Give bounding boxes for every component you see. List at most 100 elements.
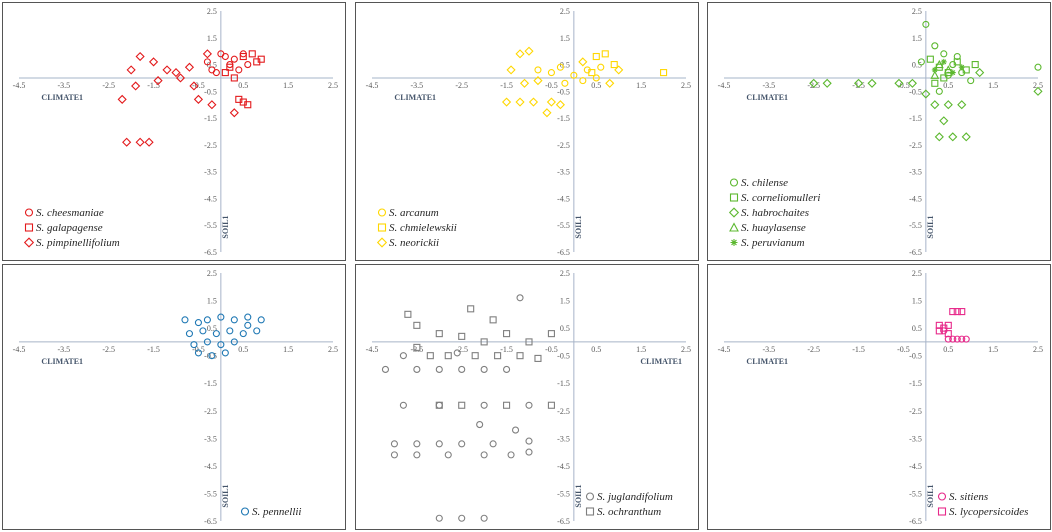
data-point bbox=[203, 316, 211, 324]
y-tick-label: -1.5 bbox=[204, 379, 217, 388]
y-tick-label: 1.5 bbox=[560, 297, 570, 306]
legend-label: S. sitiens bbox=[949, 491, 988, 503]
x-tick-label: -4.5 bbox=[366, 345, 379, 354]
data-point bbox=[501, 97, 512, 107]
y-tick-label: 2.5 bbox=[560, 269, 570, 278]
data-point bbox=[480, 401, 488, 409]
y-tick-label: -2.5 bbox=[909, 141, 922, 150]
legend-label: S. pennellii bbox=[252, 506, 302, 518]
data-point bbox=[962, 66, 970, 74]
y-tick-label: -0.5 bbox=[909, 352, 922, 361]
y-tick-label: 1.5 bbox=[207, 34, 217, 43]
data-point bbox=[135, 137, 145, 147]
data-point bbox=[943, 65, 953, 74]
x-tick-label: 0.5 bbox=[943, 345, 953, 354]
data-point bbox=[226, 63, 234, 71]
legend-marker bbox=[23, 237, 35, 248]
data-point bbox=[542, 108, 552, 118]
data-point bbox=[239, 330, 247, 338]
y-tick-label: 2.5 bbox=[912, 7, 922, 16]
data-point bbox=[194, 319, 202, 327]
data-point bbox=[547, 330, 555, 338]
data-point bbox=[153, 76, 163, 86]
data-point bbox=[175, 73, 186, 83]
y-axis-title: SOIL1 bbox=[221, 484, 230, 507]
data-point bbox=[944, 330, 952, 338]
data-point bbox=[867, 78, 877, 88]
legend-label: S. habrochaites bbox=[741, 207, 809, 219]
y-tick-label: -2.5 bbox=[204, 141, 217, 150]
data-point bbox=[202, 49, 212, 59]
y-tick-label: -5.5 bbox=[909, 489, 922, 498]
data-point bbox=[934, 59, 944, 69]
x-tick-label: 1.5 bbox=[636, 81, 646, 90]
data-point bbox=[390, 451, 398, 459]
x-tick-label: 2.5 bbox=[1033, 81, 1043, 90]
data-point bbox=[930, 100, 940, 110]
data-point bbox=[547, 69, 555, 77]
data-point bbox=[435, 401, 443, 409]
data-point bbox=[194, 349, 202, 357]
y-tick-label: -4.5 bbox=[557, 194, 570, 203]
chart-panel-yellow: -4.5 -3.5 -2.5 -1.5 -0.5 0.5 1.5 2.5 2.5 1.5 0.5 -0… bbox=[355, 2, 699, 261]
data-point bbox=[404, 310, 412, 318]
data-point bbox=[390, 440, 398, 448]
data-point bbox=[399, 352, 407, 360]
legend-marker bbox=[585, 507, 595, 516]
data-point bbox=[949, 335, 957, 343]
y-tick-label: 1.5 bbox=[207, 297, 217, 306]
data-point bbox=[940, 74, 948, 82]
data-point bbox=[528, 97, 539, 107]
data-point bbox=[126, 65, 136, 75]
series-s-arcanum bbox=[534, 63, 605, 87]
data-point bbox=[207, 100, 217, 110]
data-point bbox=[961, 132, 971, 142]
data-point bbox=[221, 69, 229, 77]
chart-panel-blue: -4.5 -3.5 -2.5 -1.5 -0.5 0.5 1.5 2.5 2.5 1.5 0.5 -0… bbox=[2, 264, 346, 530]
data-point bbox=[570, 71, 578, 79]
x-tick-label: -1.5 bbox=[852, 345, 865, 354]
data-point bbox=[660, 69, 668, 77]
data-point bbox=[217, 341, 225, 349]
data-point bbox=[534, 354, 542, 362]
legend-marker bbox=[937, 507, 947, 516]
y-tick-label: 0.5 bbox=[912, 324, 922, 333]
data-point bbox=[907, 78, 917, 88]
data-point bbox=[253, 327, 261, 335]
x-tick-label: -2.5 bbox=[102, 81, 115, 90]
data-point bbox=[471, 352, 479, 360]
data-point bbox=[244, 321, 252, 329]
y-tick-label: -4.5 bbox=[909, 462, 922, 471]
data-point bbox=[480, 338, 488, 346]
y-tick-label: -5.5 bbox=[557, 221, 570, 230]
data-point bbox=[610, 61, 618, 69]
x-tick-label: -4.5 bbox=[718, 345, 731, 354]
data-point bbox=[413, 321, 421, 329]
x-tick-label: -0.5 bbox=[545, 345, 558, 354]
data-point bbox=[957, 100, 967, 110]
data-point bbox=[230, 55, 238, 63]
y-tick-label: -0.5 bbox=[204, 87, 217, 96]
y-tick-label: 0.5 bbox=[207, 61, 217, 70]
legend-label: S. chmielewskii bbox=[389, 222, 457, 234]
data-point bbox=[208, 352, 216, 360]
y-tick-label: -2.5 bbox=[557, 141, 570, 150]
data-point bbox=[239, 98, 247, 106]
x-tick-label: -4.5 bbox=[13, 345, 26, 354]
data-point bbox=[435, 440, 443, 448]
y-tick-label: -0.5 bbox=[909, 87, 922, 96]
data-point bbox=[556, 63, 564, 71]
data-point bbox=[922, 20, 930, 28]
legend-label: S. corneliomulleri bbox=[741, 192, 820, 204]
series-s-lycopersicoides bbox=[935, 308, 966, 338]
data-point bbox=[822, 78, 832, 88]
x-tick-label: -4.5 bbox=[718, 81, 731, 90]
legend-label: S. lycopersicoides bbox=[949, 506, 1028, 518]
data-point bbox=[525, 338, 533, 346]
series-s-neorickii bbox=[501, 46, 624, 118]
x-axis-title: CLIMATE1 bbox=[41, 93, 83, 102]
y-tick-label: 1.5 bbox=[912, 297, 922, 306]
legend-label: S. peruvianum bbox=[741, 237, 805, 249]
legend-marker bbox=[730, 239, 738, 246]
data-point bbox=[244, 313, 252, 321]
